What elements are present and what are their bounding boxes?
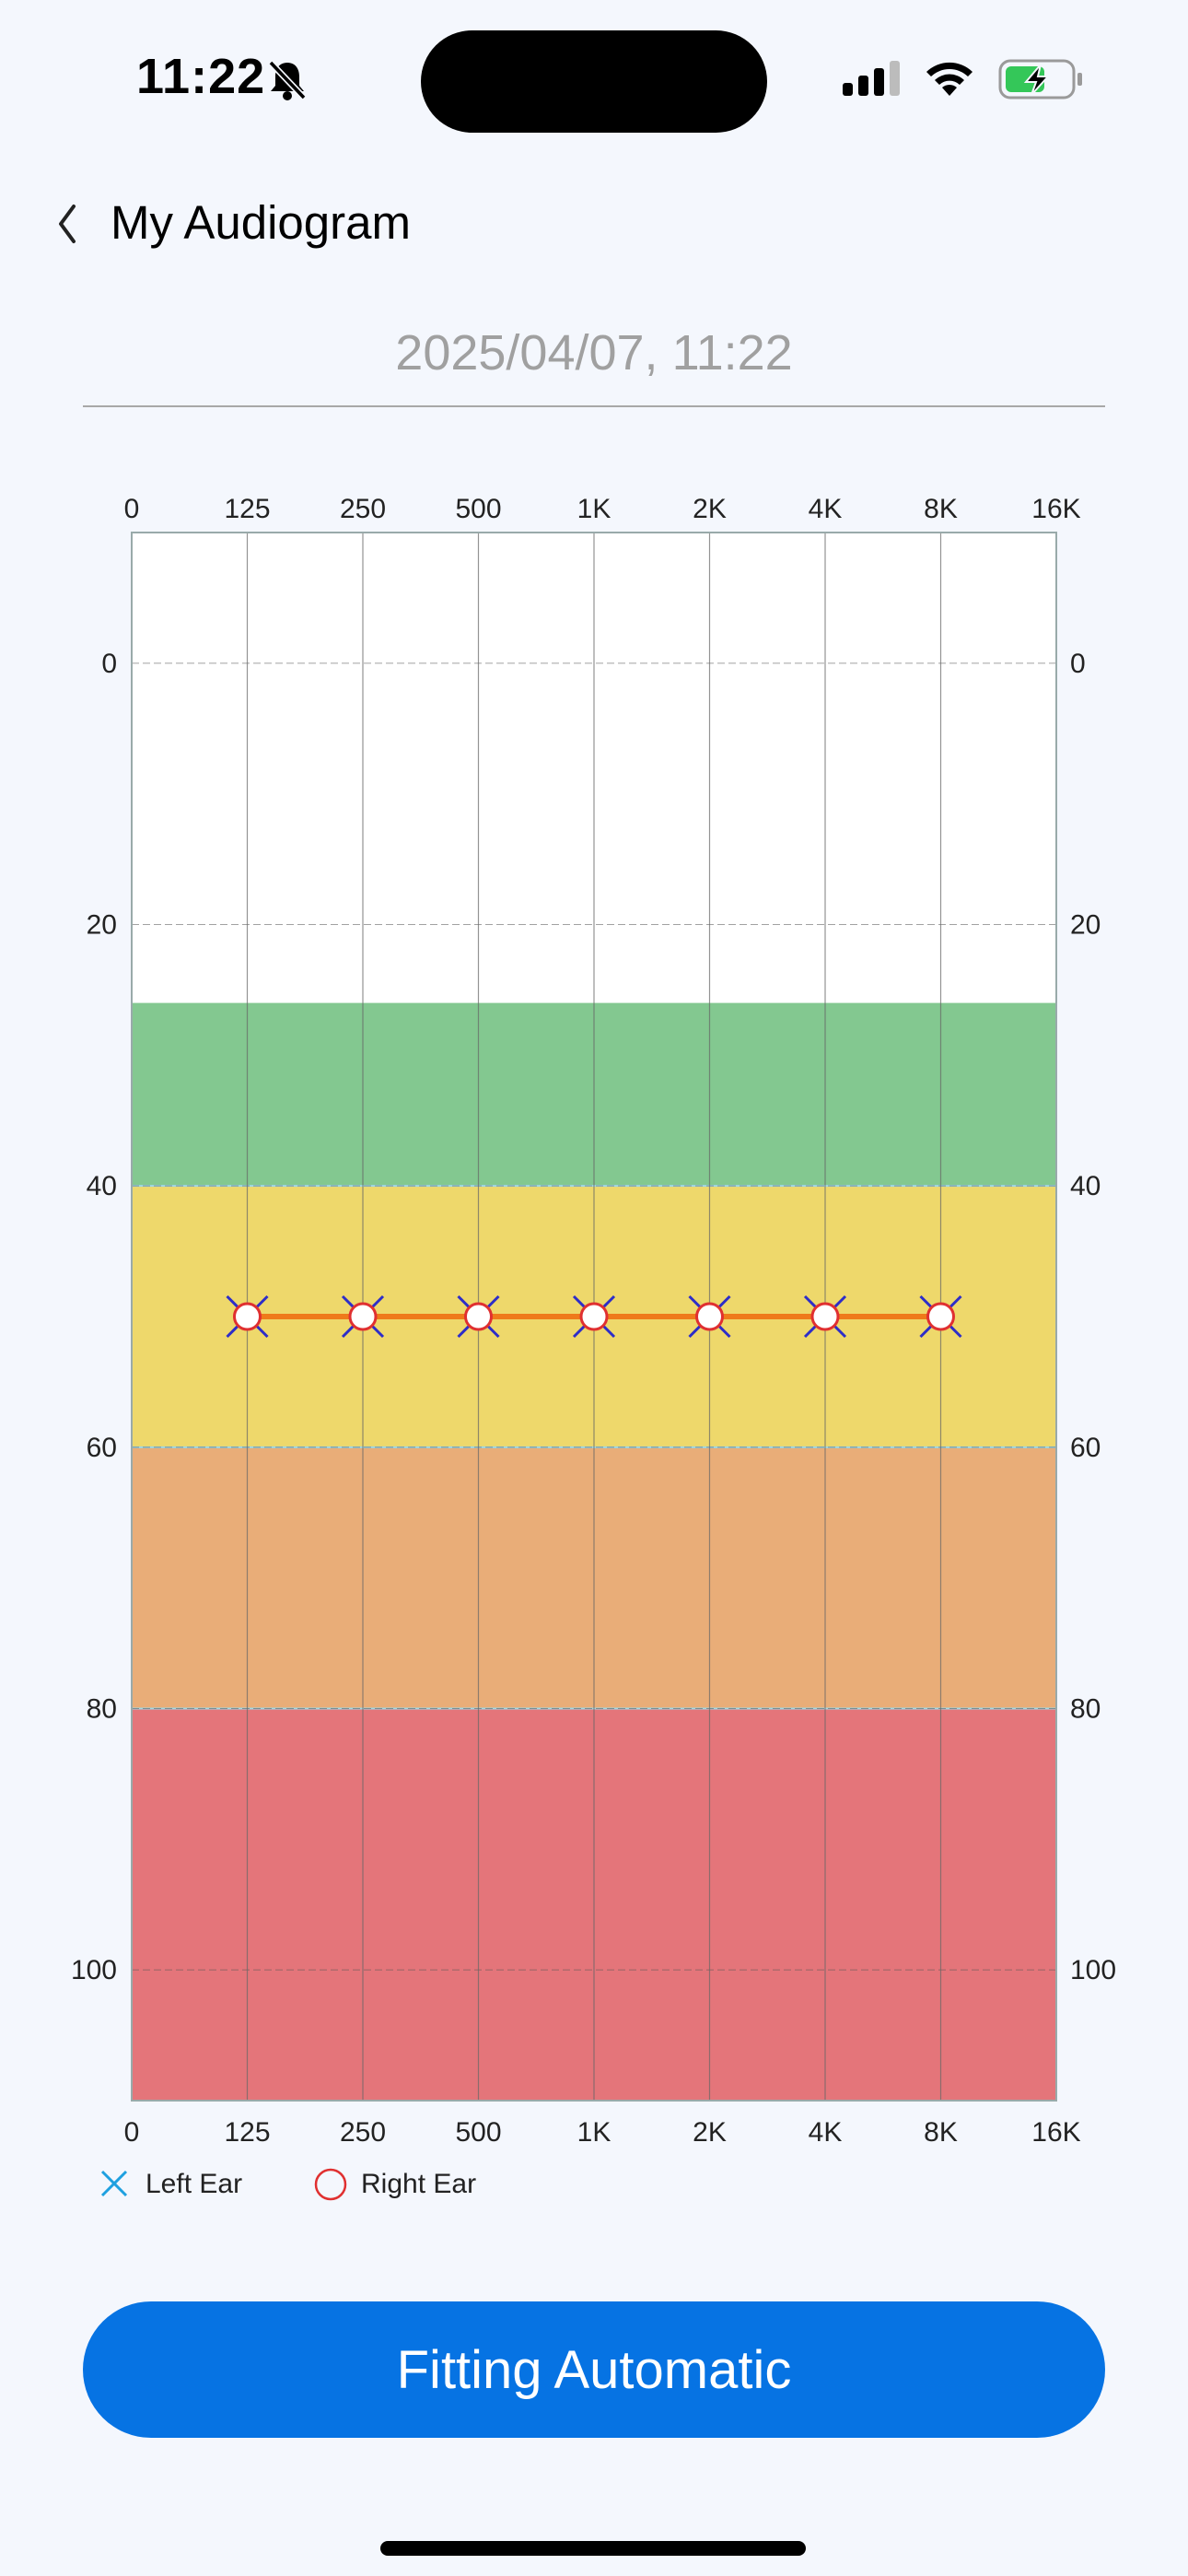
legend-left-ear: Left Ear — [146, 2169, 243, 2199]
x-tick-label-top: 4K — [809, 494, 843, 524]
x-tick-label-bottom: 500 — [455, 2117, 501, 2148]
y-tick-label-left: 80 — [87, 1694, 117, 1725]
right-ear-marker — [810, 1302, 840, 1331]
right-ear-marker — [926, 1302, 955, 1331]
right-ear-marker — [348, 1302, 378, 1331]
y-tick-label-left: 60 — [87, 1433, 117, 1463]
divider — [83, 405, 1105, 407]
y-tick-label-right: 100 — [1070, 1955, 1116, 1985]
bell-slash-icon — [268, 60, 307, 100]
x-tick-label-bottom: 16K — [1031, 2117, 1080, 2148]
wifi-icon — [926, 62, 973, 96]
y-tick-label-right: 40 — [1070, 1171, 1101, 1201]
x-tick-label-top: 250 — [340, 494, 386, 524]
x-tick-label-top: 125 — [224, 494, 270, 524]
y-tick-label-left: 100 — [71, 1955, 117, 1985]
x-tick-label-bottom: 250 — [340, 2117, 386, 2148]
y-tick-label-left: 0 — [101, 649, 117, 679]
chevron-left-icon[interactable] — [53, 201, 81, 247]
x-tick-label-top: 2K — [693, 494, 727, 524]
x-tick-label-bottom: 125 — [224, 2117, 270, 2148]
right-ear-marker — [579, 1302, 609, 1331]
x-tick-label-bottom: 2K — [693, 2117, 727, 2148]
dynamic-island — [421, 30, 767, 133]
battery-charging-icon — [998, 59, 1082, 100]
fitting-automatic-button[interactable]: Fitting Automatic — [83, 2301, 1105, 2438]
y-tick-label-right: 20 — [1070, 910, 1101, 941]
right-ear-marker — [233, 1302, 262, 1331]
x-tick-label-bottom: 0 — [124, 2117, 140, 2148]
x-tick-label-top: 0 — [124, 494, 140, 524]
legend-right-ear: Right Ear — [361, 2169, 477, 2199]
x-tick-label-top: 16K — [1031, 494, 1080, 524]
y-tick-label-left: 20 — [87, 910, 117, 941]
y-tick-label-right: 0 — [1070, 649, 1086, 679]
x-tick-label-top: 1K — [577, 494, 611, 524]
x-tick-label-bottom: 4K — [809, 2117, 843, 2148]
plot-border — [131, 532, 1057, 2102]
cellular-signal-icon — [843, 61, 900, 96]
x-tick-label-bottom: 1K — [577, 2117, 611, 2148]
right-ear-circle-icon — [314, 2168, 347, 2201]
y-tick-label-right: 60 — [1070, 1433, 1101, 1463]
y-tick-label-right: 80 — [1070, 1694, 1101, 1725]
status-time: 11:22 — [136, 49, 266, 104]
test-date: 2025/04/07, 11:22 — [395, 325, 793, 381]
home-indicator[interactable] — [380, 2541, 806, 2556]
x-tick-label-top: 500 — [455, 494, 501, 524]
x-tick-label-top: 8K — [924, 494, 958, 524]
page-title: My Audiogram — [111, 196, 411, 249]
y-tick-label-left: 40 — [87, 1171, 117, 1201]
left-ear-x-icon — [100, 2170, 128, 2197]
x-tick-label-bottom: 8K — [924, 2117, 958, 2148]
audiogram-chart: 0 0 125 125 250 250 500 500 1K 1K 2K 2K 4K 4K 8K 8K 16K 1… — [71, 494, 1116, 2148]
right-ear-marker — [695, 1302, 724, 1331]
right-ear-marker — [464, 1302, 493, 1331]
